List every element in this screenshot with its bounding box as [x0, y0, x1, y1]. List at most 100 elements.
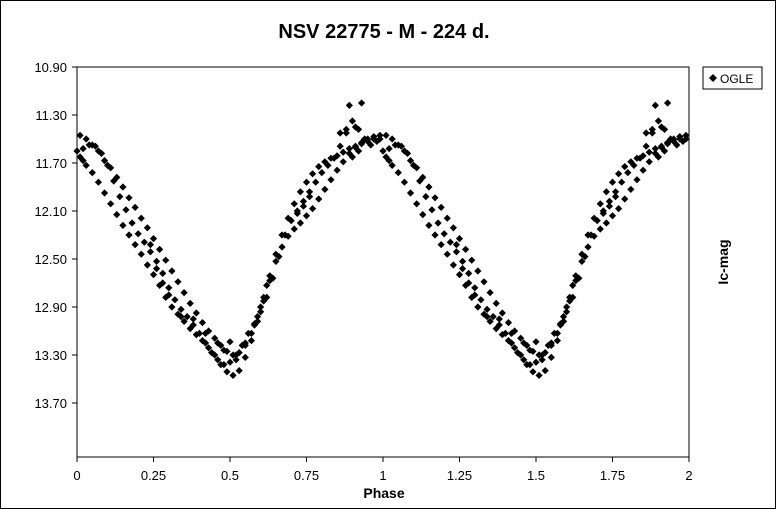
data-point: [351, 123, 360, 131]
data-point: [657, 142, 666, 150]
data-point: [284, 232, 292, 240]
data-point: [483, 305, 491, 313]
data-point: [654, 117, 662, 125]
data-point: [440, 230, 448, 238]
data-point: [406, 189, 415, 197]
data-point: [333, 152, 341, 160]
data-point: [299, 197, 308, 205]
data-point: [204, 344, 213, 352]
data-point: [526, 346, 534, 354]
data-point: [315, 195, 323, 203]
data-point: [397, 142, 405, 150]
data-point: [419, 173, 427, 181]
data-point: [302, 212, 311, 220]
data-point: [73, 147, 81, 155]
data-point: [79, 145, 87, 153]
data-point: [605, 202, 614, 210]
data-point: [529, 347, 537, 355]
data-point: [602, 188, 610, 196]
data-point: [278, 243, 286, 251]
data-point: [107, 200, 115, 208]
data-point: [645, 148, 653, 156]
data-point: [315, 163, 323, 171]
data-point: [596, 225, 604, 233]
data-point: [321, 185, 329, 193]
data-point: [413, 164, 421, 172]
data-point: [471, 291, 479, 299]
data-point: [189, 321, 197, 329]
data-point: [520, 356, 528, 364]
y-axis-label: Ic-mag: [715, 239, 731, 284]
data-point: [391, 141, 399, 149]
data-point: [201, 339, 210, 347]
data-point: [357, 99, 366, 107]
data-point: [226, 358, 234, 366]
data-point: [455, 271, 464, 279]
legend: OGLE: [702, 66, 763, 90]
data-point: [608, 178, 617, 186]
data-point: [131, 241, 139, 249]
data-point: [287, 217, 295, 225]
data-point: [165, 291, 173, 299]
data-point: [495, 321, 503, 329]
data-point: [214, 339, 222, 347]
data-point: [125, 231, 133, 239]
data-point: [443, 250, 451, 258]
data-point: [183, 313, 191, 321]
data-point: [602, 219, 610, 227]
y-tick-label: 12.90: [34, 300, 67, 315]
data-point: [648, 125, 656, 133]
data-point: [413, 200, 421, 208]
data-point: [660, 125, 669, 133]
data-point: [541, 367, 549, 375]
data-point: [468, 256, 476, 264]
data-point: [474, 267, 482, 275]
data-point: [232, 356, 240, 364]
legend-marker-diamond-icon: [709, 74, 717, 82]
data-point: [452, 248, 461, 256]
data-point: [489, 313, 497, 321]
data-point: [177, 313, 185, 321]
data-point: [584, 243, 592, 251]
data-point: [241, 353, 249, 361]
data-point: [501, 329, 509, 337]
data-point: [247, 337, 256, 345]
data-point: [428, 206, 436, 214]
data-point: [214, 356, 222, 364]
data-point: [116, 193, 124, 201]
data-point: [269, 274, 277, 282]
data-point: [504, 337, 513, 345]
data-point: [223, 347, 231, 355]
data-point: [342, 125, 350, 133]
data-point: [162, 256, 170, 264]
data-point: [305, 193, 314, 201]
data-point: [673, 141, 681, 149]
data-point: [394, 169, 402, 177]
data-point: [559, 317, 568, 325]
data-point: [492, 299, 500, 307]
data-point: [250, 321, 259, 329]
data-point: [498, 331, 506, 339]
data-point: [410, 161, 418, 169]
data-point: [385, 145, 393, 153]
data-point: [544, 341, 552, 349]
y-tick-label: 10.90: [34, 60, 67, 75]
data-point: [523, 341, 531, 349]
data-point: [299, 202, 308, 210]
data-point: [458, 257, 467, 265]
data-point: [651, 145, 659, 153]
data-point: [486, 317, 494, 325]
data-point: [538, 356, 546, 364]
y-tick-label: 11.70: [35, 156, 67, 171]
data-point: [465, 269, 473, 277]
data-point: [621, 163, 629, 171]
data-point: [431, 231, 439, 239]
data-point: [458, 265, 467, 273]
data-point: [514, 349, 522, 357]
data-point: [208, 349, 216, 357]
x-tick-label: 1: [379, 468, 386, 483]
data-point: [425, 221, 433, 229]
data-point: [192, 309, 200, 317]
